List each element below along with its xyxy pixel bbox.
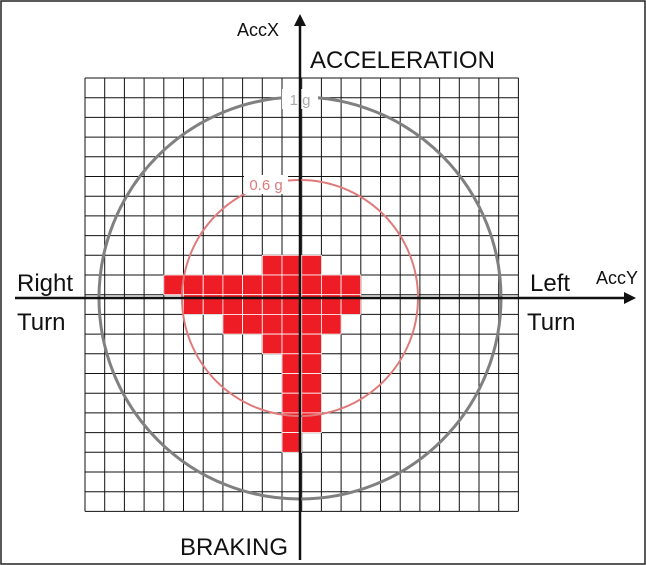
filled-cell [222, 274, 243, 296]
filled-cell [242, 313, 263, 335]
filled-cell [301, 353, 322, 374]
filled-cell [301, 333, 322, 355]
filled-cell [281, 353, 303, 374]
direction-label: BRAKING [180, 534, 288, 561]
filled-cell [281, 274, 303, 296]
filled-cell [301, 254, 322, 276]
axis-label: AccX [237, 20, 279, 40]
filled-cell [340, 294, 362, 315]
filled-cell [242, 274, 263, 296]
filled-cell [281, 432, 303, 453]
filled-cell [301, 392, 322, 414]
filled-cell [320, 274, 342, 296]
filled-cell [340, 274, 362, 296]
filled-cell [261, 313, 283, 335]
filled-cell [202, 274, 224, 296]
filled-cell [281, 373, 303, 394]
filled-cell [301, 313, 322, 335]
filled-cell [281, 313, 303, 335]
filled-cells [163, 254, 362, 453]
label-bg [244, 175, 288, 194]
filled-cell [261, 254, 283, 276]
filled-cell [281, 254, 303, 276]
direction-label: ACCELERATION [310, 47, 495, 74]
direction-label: Left [530, 270, 570, 297]
direction-label: Turn [527, 309, 575, 336]
axis-label: AccY [596, 268, 638, 288]
filled-cell [281, 333, 303, 355]
filled-cell [222, 313, 243, 335]
filled-cell [301, 274, 322, 296]
filled-cell [261, 333, 283, 355]
circle-label: 0.6 g [249, 177, 282, 194]
filled-cell [301, 412, 322, 433]
filled-cell [320, 313, 342, 335]
direction-label: Right [17, 270, 73, 297]
arrow [624, 292, 636, 304]
filled-cell [301, 373, 322, 394]
direction-label: Turn [17, 309, 65, 336]
filled-cell [281, 392, 303, 414]
filled-cell [183, 274, 204, 296]
arrow [294, 14, 306, 26]
filled-cell [261, 274, 283, 296]
filled-cell [163, 274, 184, 296]
